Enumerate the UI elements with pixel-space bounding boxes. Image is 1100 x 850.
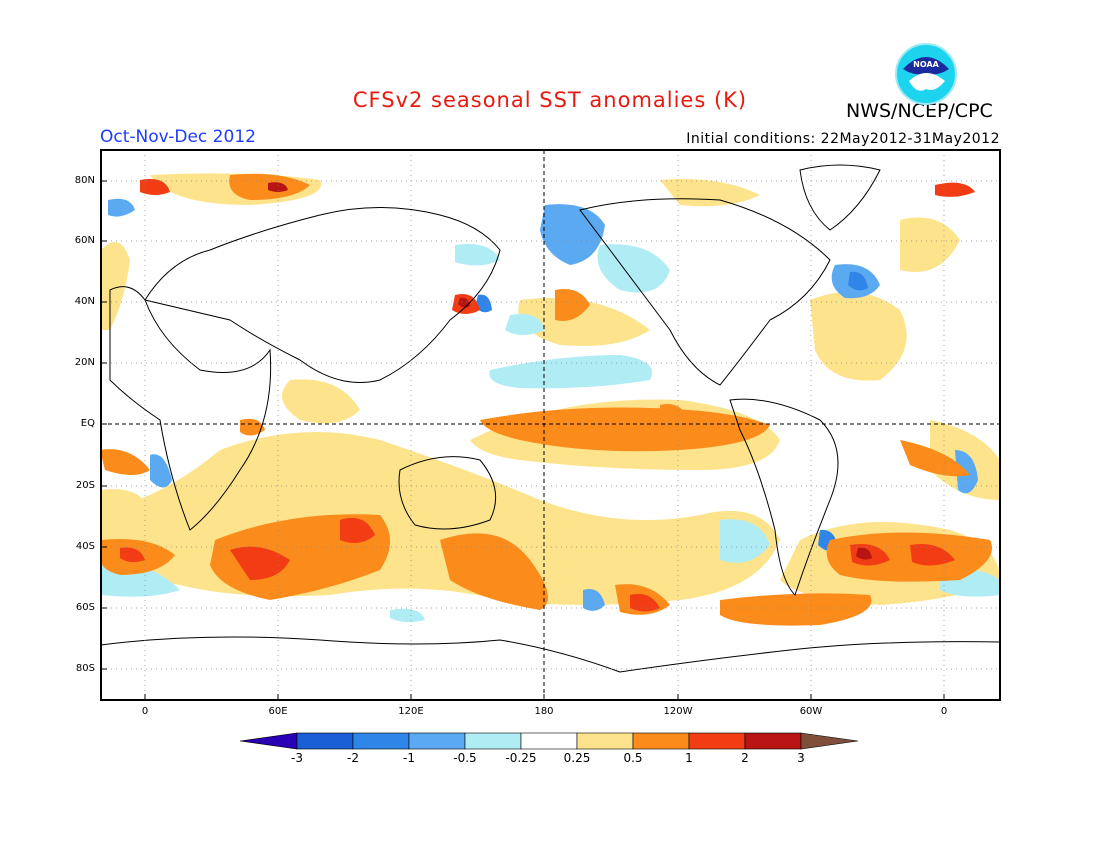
colorbar-bin-8 xyxy=(688,732,746,750)
noaa-logo-icon: NOAA xyxy=(895,43,957,105)
colorbar-low-arrow xyxy=(239,732,298,750)
lat-label: 20N xyxy=(74,357,95,368)
colorbar xyxy=(239,732,859,750)
colorbar-label: -2 xyxy=(347,751,359,765)
lon-label: 0 xyxy=(141,706,149,717)
north-america-coastline xyxy=(579,198,831,386)
colorbar-label: 1 xyxy=(685,751,693,765)
lat-label: EQ xyxy=(80,418,95,429)
lat-label: 40S xyxy=(75,541,95,552)
lon-label: 120E xyxy=(398,706,424,717)
lon-label: 0 xyxy=(940,706,948,717)
south-america-coastline xyxy=(729,398,839,596)
colorbar-label: -0.25 xyxy=(505,751,537,765)
colorbar-label: -1 xyxy=(403,751,415,765)
colorbar-bin-2 xyxy=(352,732,410,750)
eurasia-coastline xyxy=(144,207,501,383)
africa-europe-coastline xyxy=(109,286,272,531)
anomaly-layer xyxy=(101,173,1000,626)
australia-coastline xyxy=(398,456,497,530)
lon-label: 120W xyxy=(663,706,693,717)
lat-label: 20S xyxy=(75,480,95,491)
chart-title: CFSv2 seasonal SST anomalies (K) xyxy=(352,88,748,112)
coastlines xyxy=(101,164,1000,673)
lon-label: 60E xyxy=(268,706,288,717)
period-label: Oct-Nov-Dec 2012 xyxy=(100,127,256,147)
colorbar-label: 2 xyxy=(741,751,749,765)
lon-label: 180 xyxy=(534,706,554,717)
colorbar-bin-9 xyxy=(744,732,802,750)
lat-label: 60S xyxy=(75,602,95,613)
colorbar-label: 0.25 xyxy=(563,751,591,765)
map-frame xyxy=(100,149,1001,701)
colorbar-label: -0.5 xyxy=(453,751,477,765)
initial-conditions-label: Initial conditions: 22May2012-31May2012 xyxy=(686,131,1000,147)
very-strong-warm-anomalies xyxy=(268,182,872,560)
colorbar-label: 0.5 xyxy=(623,751,643,765)
lon-label: 60W xyxy=(799,706,823,717)
colorbar-bin-4 xyxy=(464,732,522,750)
greenland-coastline xyxy=(799,164,881,231)
antarctica-coastline xyxy=(101,636,1000,673)
colorbar-bin-6 xyxy=(576,732,634,750)
lat-label: 40N xyxy=(74,296,95,307)
logo-text: NOAA xyxy=(913,60,939,69)
colorbar-label: -3 xyxy=(291,751,303,765)
organization-label: NWS/NCEP/CPC xyxy=(846,100,993,122)
lat-label: 80N xyxy=(74,175,95,186)
lat-label: 60N xyxy=(74,235,95,246)
colorbar-bin-5 xyxy=(520,732,578,750)
colorbar-bin-1 xyxy=(296,732,354,750)
colorbar-high-arrow xyxy=(800,732,859,750)
colorbar-bin-3 xyxy=(408,732,466,750)
colorbar-bin-7 xyxy=(632,732,690,750)
colorbar-label: 3 xyxy=(797,751,805,765)
map-grid xyxy=(100,149,1001,701)
lat-label: 80S xyxy=(75,663,95,674)
